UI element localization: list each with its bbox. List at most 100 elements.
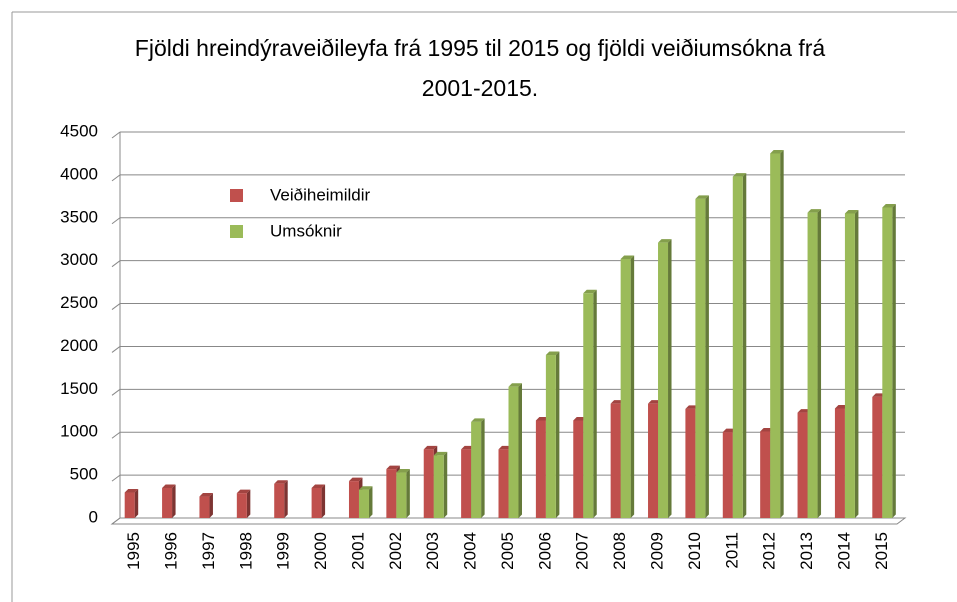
bar-side <box>780 149 784 518</box>
chart-title: Fjöldi hreindýraveiðileyfa frá 1995 til … <box>134 35 826 101</box>
bar-side <box>705 195 709 518</box>
tick-mark <box>111 131 121 139</box>
bar-side <box>406 469 410 518</box>
y-tick-label: 1500 <box>60 379 98 398</box>
bar-side <box>443 451 448 518</box>
x-tick-label: 2010 <box>685 532 704 570</box>
legend-swatch <box>230 189 243 202</box>
x-tick-label: 2004 <box>461 532 480 570</box>
bar <box>732 176 743 519</box>
bar <box>433 455 444 518</box>
bar-top <box>348 477 363 482</box>
bar-side <box>172 484 176 518</box>
bar <box>722 432 733 518</box>
bar <box>461 449 472 518</box>
bar-top <box>620 255 635 259</box>
bar-top <box>545 351 560 356</box>
bar <box>573 420 584 518</box>
bar-top <box>311 484 326 488</box>
bar-top <box>162 484 176 488</box>
bar <box>872 396 883 518</box>
bar <box>386 469 397 518</box>
y-tick-label: 0 <box>89 507 98 526</box>
bar <box>124 492 135 518</box>
bar-top <box>508 383 522 387</box>
x-tick-label: 2011 <box>722 532 741 569</box>
bar-top <box>732 173 747 177</box>
bar-top <box>423 445 438 450</box>
bar <box>797 412 808 518</box>
bar <box>274 483 285 518</box>
bar <box>834 408 845 518</box>
x-tick-label: 1995 <box>124 532 143 570</box>
bar-top <box>658 239 672 243</box>
bar <box>760 431 771 518</box>
bar-side <box>481 418 485 518</box>
legend-label: Veiðiheimildir <box>270 185 370 204</box>
bar-side <box>321 484 326 518</box>
bar-side <box>368 486 373 518</box>
tick-mark <box>111 174 121 182</box>
x-tick-label: 2000 <box>311 532 330 570</box>
bar <box>695 198 706 518</box>
bar-side <box>518 383 522 518</box>
bar <box>610 403 621 518</box>
bar-top <box>124 489 139 493</box>
bar-top <box>396 469 410 473</box>
bar-top <box>358 486 373 490</box>
y-tick-label: 2000 <box>60 336 98 355</box>
x-tick-label: 2007 <box>573 532 592 570</box>
x-tick-label: 2002 <box>386 532 405 570</box>
bar-side <box>593 289 597 518</box>
bar <box>685 408 696 518</box>
bar-side <box>555 351 560 518</box>
bar-top <box>236 489 251 494</box>
bar-top <box>274 480 288 484</box>
bar-top <box>471 418 485 422</box>
bar-side <box>630 255 635 518</box>
y-tick-label: 3000 <box>60 250 98 269</box>
bar <box>311 487 322 518</box>
bar <box>648 403 659 518</box>
bar <box>545 355 556 518</box>
x-tick-label: 2015 <box>872 532 891 570</box>
y-tick-label: 4500 <box>60 121 98 140</box>
bar <box>498 449 509 518</box>
bar-top <box>199 493 213 497</box>
tick-mark <box>111 388 121 396</box>
bar <box>882 207 893 519</box>
bar-side <box>209 493 213 518</box>
y-tick-label: 4000 <box>60 164 98 183</box>
x-tick-label: 2005 <box>498 532 517 570</box>
bar <box>508 386 519 518</box>
bar-side <box>742 173 747 519</box>
bar <box>583 293 594 518</box>
bar <box>423 449 434 518</box>
bar-top <box>695 195 709 199</box>
bar-top <box>882 203 896 208</box>
bar <box>236 493 247 518</box>
bar <box>807 212 818 518</box>
x-tick-label: 2003 <box>423 532 442 570</box>
y-tick-label: 500 <box>70 465 98 484</box>
bar <box>348 481 359 518</box>
bar <box>535 420 546 518</box>
x-tick-label: 1998 <box>236 532 255 570</box>
tick-mark <box>111 303 121 310</box>
x-tick-label: 2009 <box>648 532 667 570</box>
bar <box>658 242 669 519</box>
bar <box>620 258 631 518</box>
legend-swatch <box>230 225 243 238</box>
bar-top <box>844 209 859 214</box>
bar-side <box>817 209 822 518</box>
bar-top <box>386 465 400 470</box>
bar-side <box>892 203 896 519</box>
y-tick-label: 2500 <box>60 293 98 312</box>
bar <box>770 153 781 518</box>
bar-side <box>668 239 672 519</box>
x-tick-label: 1999 <box>274 532 293 570</box>
tick-mark <box>111 346 121 353</box>
bar <box>162 487 173 518</box>
